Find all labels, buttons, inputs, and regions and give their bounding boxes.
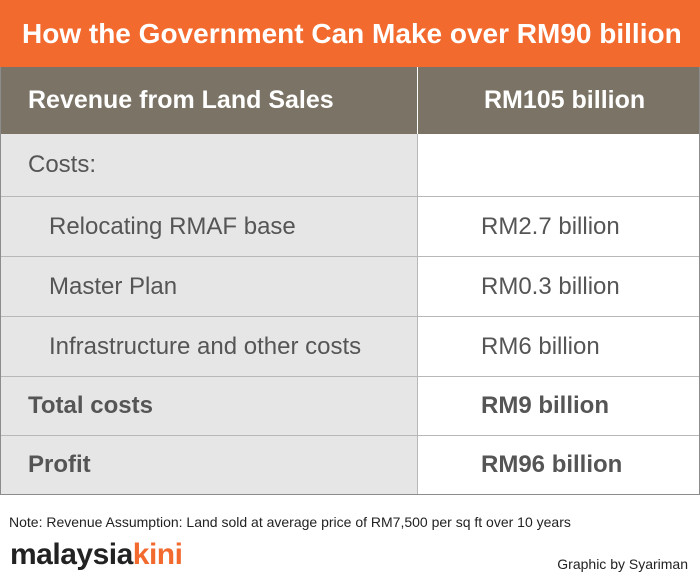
profit-value: RM96 billion	[418, 436, 699, 494]
page-title-text: How the Government Can Make over RM90 bi…	[22, 17, 682, 49]
graphic-credit: Graphic by Syariman	[557, 556, 688, 572]
header-label: Revenue from Land Sales	[1, 67, 418, 134]
costs-value-empty	[418, 134, 699, 196]
row-value: RM0.3 billion	[418, 257, 699, 316]
table-row: Infrastructure and other costs RM6 billi…	[1, 317, 699, 377]
total-costs-value: RM9 billion	[418, 377, 699, 435]
row-value: RM2.7 billion	[418, 197, 699, 256]
revenue-table: Revenue from Land Sales RM105 billion Co…	[0, 67, 700, 495]
table-header-row: Revenue from Land Sales RM105 billion	[1, 67, 699, 134]
costs-row: Costs:	[1, 134, 699, 197]
row-label: Infrastructure and other costs	[1, 317, 418, 376]
page-title: How the Government Can Make over RM90 bi…	[0, 0, 700, 67]
row-label: Relocating RMAF base	[1, 197, 418, 256]
costs-label: Costs:	[1, 134, 418, 196]
profit-label: Profit	[1, 436, 418, 494]
row-label: Master Plan	[1, 257, 418, 316]
table-row: Relocating RMAF base RM2.7 billion	[1, 197, 699, 257]
row-value: RM6 billion	[418, 317, 699, 376]
profit-row: Profit RM96 billion	[1, 436, 699, 495]
logo-part-2: kini	[132, 538, 183, 571]
malaysiakini-logo: malaysiakini	[10, 538, 183, 572]
total-costs-label: Total costs	[1, 377, 418, 435]
header-value: RM105 billion	[418, 67, 699, 134]
total-costs-row: Total costs RM9 billion	[1, 377, 699, 436]
table-row: Master Plan RM0.3 billion	[1, 257, 699, 317]
footnote: Note: Revenue Assumption: Land sold at a…	[9, 514, 571, 530]
logo-part-1: malaysia	[10, 538, 133, 571]
